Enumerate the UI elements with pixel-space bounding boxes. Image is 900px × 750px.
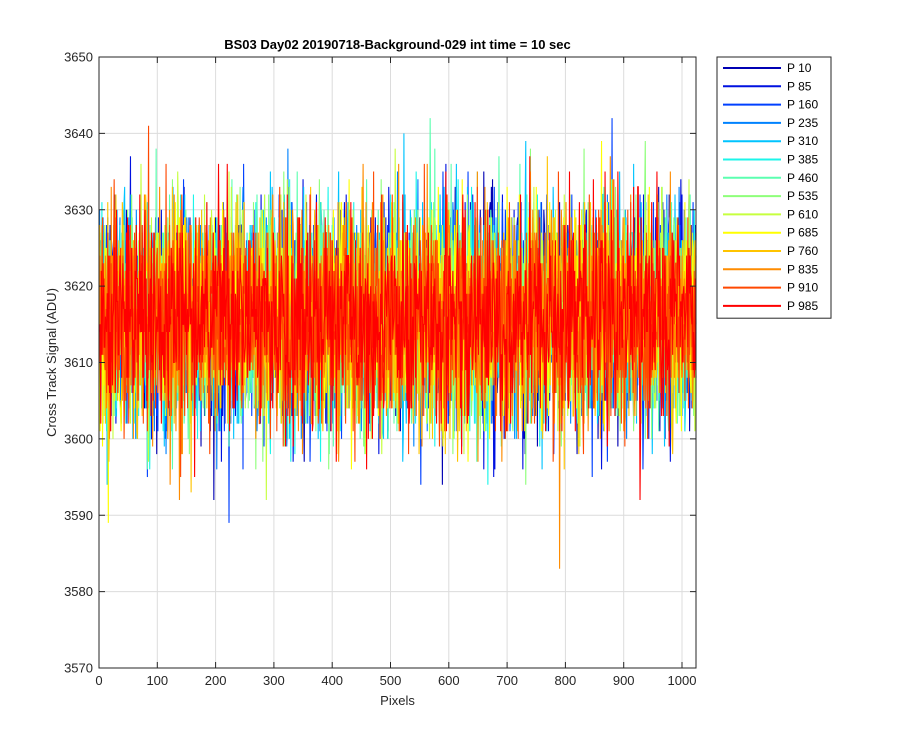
x-tick-label: 700 [496, 673, 518, 688]
y-axis-label: Cross Track Signal (ADU) [44, 288, 59, 437]
y-tick-label: 3570 [64, 661, 93, 676]
legend-label: P 760 [787, 244, 818, 258]
legend-label: P 385 [787, 153, 818, 167]
legend-label: P 310 [787, 134, 818, 148]
legend-label: P 160 [787, 98, 818, 112]
x-tick-label: 0 [95, 673, 102, 688]
legend-label: P 685 [787, 226, 818, 240]
legend-label: P 835 [787, 262, 818, 276]
y-tick-label: 3610 [64, 355, 93, 370]
x-tick-label: 200 [205, 673, 227, 688]
legend-box [716, 56, 832, 319]
series-lines [99, 118, 697, 569]
x-tick-label: 400 [321, 673, 343, 688]
x-tick-label: 1000 [668, 673, 697, 688]
legend-label: P 235 [787, 116, 818, 130]
legend: P 10 P 85 P 160 P 235 P 310 P 385 P 460 P 535 P … [716, 56, 832, 319]
legend-label: P 10 [787, 61, 812, 75]
legend-label: P 85 [787, 79, 812, 93]
legend-label: P 985 [787, 299, 818, 313]
x-tick-label: 600 [438, 673, 460, 688]
y-tick-label: 3590 [64, 508, 93, 523]
x-tick-label: 100 [146, 673, 168, 688]
y-tick-label: 3600 [64, 431, 93, 446]
axes: 0 100 200 300 400 500 600 700 800 900 1000 3570 3580… [64, 50, 697, 688]
y-tick-label: 3650 [64, 50, 93, 65]
axes-box [98, 56, 697, 669]
y-tick-label: 3640 [64, 126, 93, 141]
legend-label: P 910 [787, 281, 818, 295]
chart-title: BS03 Day02 20190718-Background-029 int t… [224, 37, 571, 52]
x-tick-label: 900 [613, 673, 635, 688]
x-tick-label: 500 [380, 673, 402, 688]
y-tick-label: 3630 [64, 202, 93, 217]
legend-label: P 460 [787, 171, 818, 185]
y-tick-label: 3580 [64, 584, 93, 599]
legend-label: P 610 [787, 207, 818, 221]
legend-label: P 535 [787, 189, 818, 203]
y-tick-label: 3620 [64, 279, 93, 294]
series-line-p985 [99, 156, 697, 500]
x-tick-label: 800 [555, 673, 577, 688]
x-axis-label: Pixels [380, 693, 415, 708]
x-tick-label: 300 [263, 673, 285, 688]
